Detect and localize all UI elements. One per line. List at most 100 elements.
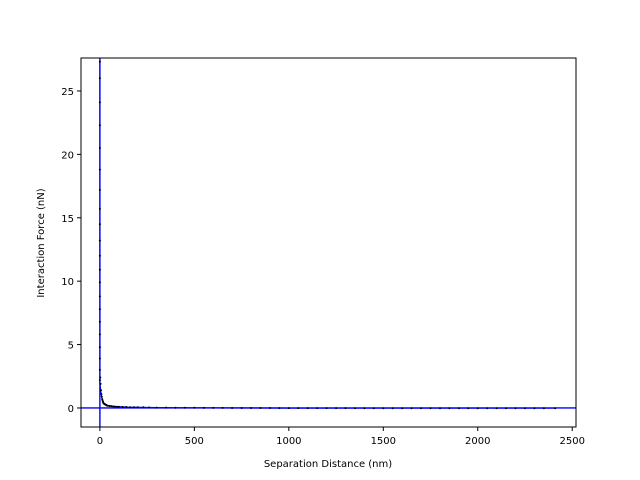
data-point: [112, 405, 115, 408]
data-point: [382, 407, 385, 410]
data-point: [401, 407, 404, 410]
y-tick-label: 25: [61, 87, 74, 98]
data-point: [98, 320, 101, 323]
data-point: [99, 382, 102, 385]
data-point: [212, 406, 215, 409]
x-tick-label: 500: [185, 436, 204, 447]
y-tick-label: 10: [61, 277, 74, 288]
data-point: [100, 395, 103, 398]
data-point: [533, 407, 536, 410]
data-point: [121, 406, 124, 408]
y-tick-label: 20: [61, 150, 74, 161]
data-point: [99, 376, 102, 379]
data-point: [420, 407, 423, 410]
data-point: [98, 239, 101, 242]
y-tick-label: 5: [68, 341, 74, 352]
data-point: [306, 407, 309, 410]
fit-line: [99, 60, 556, 409]
x-axis-label: Separation Distance (nm): [264, 459, 392, 470]
data-point: [505, 407, 508, 410]
data-point: [136, 406, 139, 409]
data-point: [98, 101, 101, 104]
data-point: [240, 407, 243, 409]
data-point: [114, 405, 116, 408]
data-point: [514, 407, 517, 410]
data-point: [142, 406, 145, 409]
data-point: [354, 407, 356, 410]
data-point: [259, 407, 262, 409]
data-point: [98, 77, 101, 80]
data-point: [132, 406, 135, 409]
data-point: [106, 404, 109, 407]
data-point: [429, 407, 432, 410]
data-point: [344, 407, 347, 410]
data-point: [448, 407, 451, 410]
data-point: [524, 407, 526, 410]
data-point: [110, 405, 113, 408]
data-point: [98, 207, 101, 210]
plot-clip-group: [81, 58, 576, 427]
data-point: [476, 407, 479, 410]
data-point: [457, 407, 460, 410]
data-point: [98, 223, 101, 226]
data-point: [554, 407, 557, 410]
data-point: [98, 168, 101, 171]
data-point: [268, 407, 271, 409]
data-point: [297, 407, 300, 410]
data-point: [98, 295, 101, 298]
data-point: [98, 188, 101, 191]
data-point: [335, 407, 338, 410]
data-point: [174, 406, 177, 409]
data-point: [98, 254, 101, 257]
x-tick-label: 1500: [371, 436, 396, 447]
data-point: [129, 406, 132, 409]
data-point: [100, 393, 103, 395]
plot-frame: [80, 57, 577, 428]
data-point: [410, 407, 413, 410]
data-point: [231, 407, 234, 409]
data-point: [98, 308, 101, 311]
data-point: [221, 406, 224, 409]
data-point: [98, 60, 101, 63]
data-point: [495, 407, 498, 410]
data-point: [250, 407, 252, 409]
y-tick-label: 15: [61, 214, 74, 225]
data-point: [98, 281, 101, 284]
data-point: [165, 406, 167, 409]
data-point: [98, 368, 101, 371]
plot-area: [81, 58, 576, 427]
data-point: [148, 406, 150, 409]
data-point: [391, 407, 394, 410]
data-point: [372, 407, 375, 410]
x-tick-label: 2500: [559, 436, 584, 447]
data-point: [542, 407, 545, 410]
data-point: [98, 357, 101, 360]
data-point: [183, 406, 186, 409]
data-point: [316, 407, 319, 410]
x-tick-label: 0: [97, 436, 103, 447]
data-point: [325, 407, 328, 410]
data-point: [202, 406, 205, 409]
y-tick-label: 0: [68, 404, 74, 415]
data-point: [98, 268, 101, 271]
x-tick-label: 1000: [276, 436, 301, 447]
data-point: [193, 406, 196, 409]
data-point: [100, 389, 102, 392]
data-point: [98, 333, 101, 336]
data-point: [108, 405, 111, 408]
data-point: [287, 407, 290, 410]
y-axis-label: Interaction Force (nN): [36, 188, 47, 297]
x-tick-label: 2000: [465, 436, 490, 447]
data-point: [117, 405, 120, 408]
data-point: [98, 379, 101, 382]
axes: 0 500 1000 1500 2000 2500 0 5 10 15 20 25: [61, 57, 585, 447]
data-point: [278, 407, 281, 410]
data-point: [155, 406, 158, 409]
data-point: [98, 147, 101, 149]
data-point: [439, 407, 441, 410]
data-point: [125, 406, 128, 408]
data-point: [115, 405, 118, 408]
data-point: [363, 407, 366, 410]
data-point: [486, 407, 489, 410]
